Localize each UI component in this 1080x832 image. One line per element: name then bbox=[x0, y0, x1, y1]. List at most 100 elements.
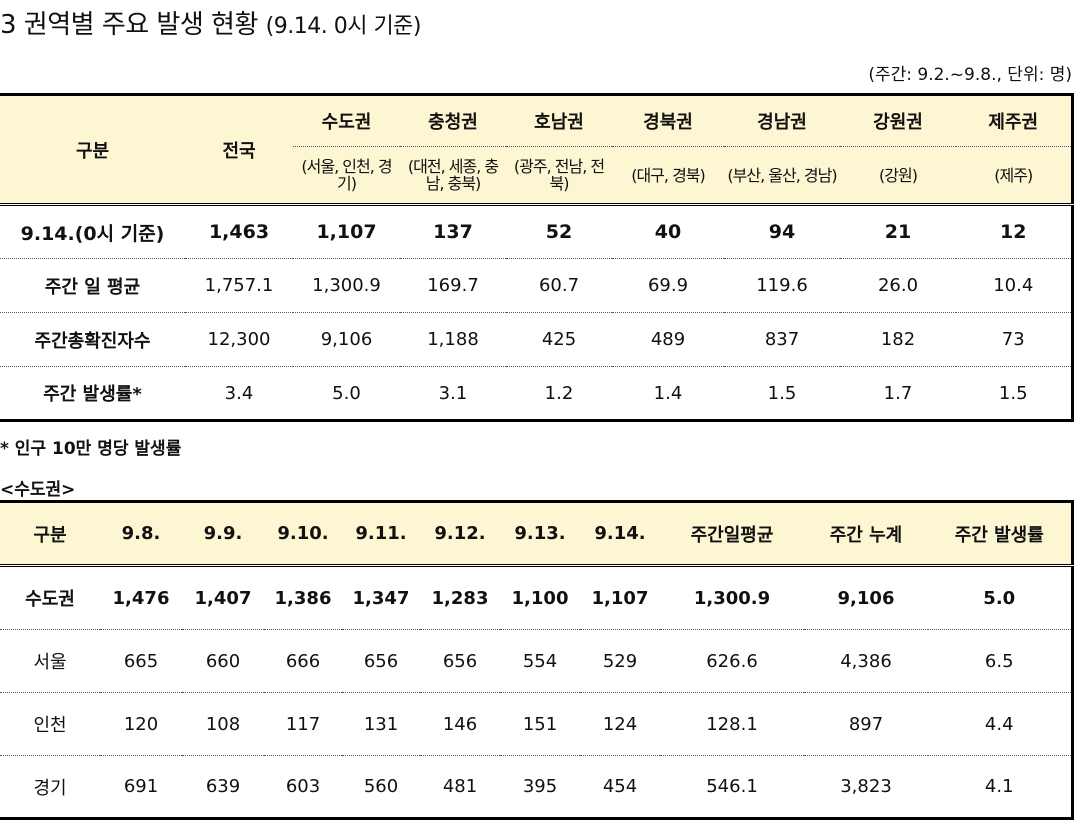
cell: 554 bbox=[500, 629, 580, 693]
cell: 1.4 bbox=[653, 382, 683, 404]
cell: 1.5 bbox=[767, 382, 797, 404]
cell: 665 bbox=[100, 629, 182, 693]
region-desc: (광주, 전남, 전북) bbox=[506, 146, 612, 206]
table-subheader-row: (서울, 인천, 경기) (대전, 세종, 충남, 충북) (광주, 전남, 전… bbox=[0, 146, 1072, 206]
column-header: 구분 bbox=[0, 501, 100, 567]
table-row: 경기 691 639 603 560 481 395 454 546.1 3,8… bbox=[0, 756, 1072, 819]
footnote: * 인구 10만 명당 발생률 bbox=[0, 439, 182, 459]
section-title: 3 권역별 주요 발생 현황 (9.14. 0시 기준) bbox=[0, 4, 422, 41]
cell: 21 bbox=[840, 204, 956, 259]
region-desc: (대전, 세종, 충남, 충북) bbox=[400, 146, 506, 206]
row-label: 9.14.(0시 기준) bbox=[0, 204, 185, 259]
cell: 1,300.9 bbox=[660, 565, 804, 630]
cell: 691 bbox=[123, 776, 159, 797]
row-label: 주간총확진자수 bbox=[0, 312, 185, 367]
cell: 897 bbox=[804, 692, 928, 756]
cell: 124 bbox=[580, 692, 660, 756]
table-row: 9.14.(0시 기준) 1,463 1,107 137 52 40 94 21… bbox=[0, 204, 1072, 259]
cell: 146 bbox=[420, 692, 500, 756]
cell: 1,100 bbox=[500, 565, 580, 630]
cell: 395 bbox=[522, 776, 558, 797]
region-desc: (제주) bbox=[956, 146, 1072, 206]
cell: 1,283 bbox=[420, 565, 500, 630]
column-header: 9.10. bbox=[264, 501, 342, 567]
cell: 603 bbox=[285, 776, 321, 797]
cell: 3,823 bbox=[840, 776, 892, 797]
cell: 656 bbox=[420, 629, 500, 693]
cell: 660 bbox=[182, 629, 264, 693]
table-header-row: 구분 전국 수도권 충청권 호남권 경북권 경남권 강원권 제주권 bbox=[0, 94, 1072, 206]
cell: 1,386 bbox=[264, 565, 342, 630]
cell: 1,407 bbox=[182, 565, 264, 630]
cell: 626.6 bbox=[660, 629, 804, 693]
cell: 656 bbox=[342, 629, 420, 693]
cell: 9,106 bbox=[804, 565, 928, 630]
cell: 94 bbox=[724, 204, 840, 259]
cell: 837 bbox=[724, 312, 840, 367]
cell: 1.2 bbox=[544, 382, 574, 404]
cell: 6.5 bbox=[928, 629, 1072, 693]
cell: 131 bbox=[342, 692, 420, 756]
cell: 425 bbox=[506, 312, 612, 367]
region-desc: (강원) bbox=[840, 146, 956, 206]
region-desc: (서울, 인천, 경기) bbox=[293, 146, 400, 206]
cell: 10.4 bbox=[956, 258, 1072, 313]
cell: 454 bbox=[602, 776, 638, 797]
row-label: 수도권 bbox=[0, 565, 100, 630]
cell: 1,107 bbox=[293, 204, 400, 259]
cell: 12,300 bbox=[185, 312, 293, 367]
column-header: 주간일평균 bbox=[660, 501, 804, 567]
national-header: 전국 bbox=[185, 94, 293, 206]
table-row: 인천 120 108 117 131 146 151 124 128.1 897… bbox=[0, 692, 1072, 756]
cell: 1,300.9 bbox=[293, 258, 400, 313]
column-header: 9.8. bbox=[100, 501, 182, 567]
regional-summary-table: 구분 전국 수도권 충청권 호남권 경북권 경남권 강원권 제주권 (서울, 인… bbox=[0, 93, 1074, 422]
cell: 40 bbox=[612, 204, 724, 259]
row-label: 주간 일 평균 bbox=[0, 258, 185, 313]
table-header-row: 구분 9.8. 9.9. 9.10. 9.11. 9.12. 9.13. 9.1… bbox=[0, 501, 1072, 567]
cell: 1,347 bbox=[342, 565, 420, 630]
column-header: 9.12. bbox=[420, 501, 500, 567]
cell: 666 bbox=[264, 629, 342, 693]
row-label: 경기 bbox=[33, 777, 67, 799]
cell: 119.6 bbox=[724, 258, 840, 313]
region-name: 경북권 bbox=[612, 94, 724, 147]
column-header: 주간 누계 bbox=[804, 501, 928, 567]
cell: 3.1 bbox=[438, 382, 468, 404]
cell: 5.0 bbox=[928, 565, 1072, 630]
cell: 60.7 bbox=[506, 258, 612, 313]
table-row: 수도권 1,476 1,407 1,386 1,347 1,283 1,100 … bbox=[0, 565, 1072, 630]
row-label: 주간 발생률* bbox=[43, 384, 142, 405]
column-header: 9.11. bbox=[342, 501, 420, 567]
cell: 5.0 bbox=[332, 382, 361, 404]
cell: 1,463 bbox=[185, 204, 293, 259]
cell: 4.4 bbox=[928, 692, 1072, 756]
region-name: 제주권 bbox=[956, 94, 1072, 147]
cell: 1,188 bbox=[400, 312, 506, 367]
region-name: 충청권 bbox=[400, 94, 506, 147]
cell: 1.7 bbox=[883, 382, 913, 404]
section-title-date: (9.14. 0시 기준) bbox=[265, 14, 422, 39]
cell: 3.4 bbox=[224, 382, 254, 404]
cell: 137 bbox=[400, 204, 506, 259]
row-label: 서울 bbox=[0, 629, 100, 693]
table-row: 서울 665 660 666 656 656 554 529 626.6 4,3… bbox=[0, 629, 1072, 693]
region-name: 경남권 bbox=[724, 94, 840, 147]
cell: 1,107 bbox=[580, 565, 660, 630]
cell: 73 bbox=[956, 312, 1072, 367]
cell: 128.1 bbox=[660, 692, 804, 756]
cell: 1,757.1 bbox=[185, 258, 293, 313]
section-title-main: 3 권역별 주요 발생 현황 bbox=[0, 10, 258, 40]
unit-note: (주간: 9.2.~9.8., 단위: 명) bbox=[868, 65, 1072, 85]
cell: 69.9 bbox=[612, 258, 724, 313]
corner-header: 구분 bbox=[0, 94, 185, 206]
cell: 182 bbox=[840, 312, 956, 367]
cell: 117 bbox=[264, 692, 342, 756]
region-desc: (대구, 경북) bbox=[612, 146, 724, 206]
cell: 1,476 bbox=[100, 565, 182, 630]
cell: 26.0 bbox=[840, 258, 956, 313]
column-header: 9.14. bbox=[580, 501, 660, 567]
column-header: 주간 발생률 bbox=[928, 501, 1072, 567]
region-name: 강원권 bbox=[840, 94, 956, 147]
cell: 1.5 bbox=[998, 382, 1028, 404]
